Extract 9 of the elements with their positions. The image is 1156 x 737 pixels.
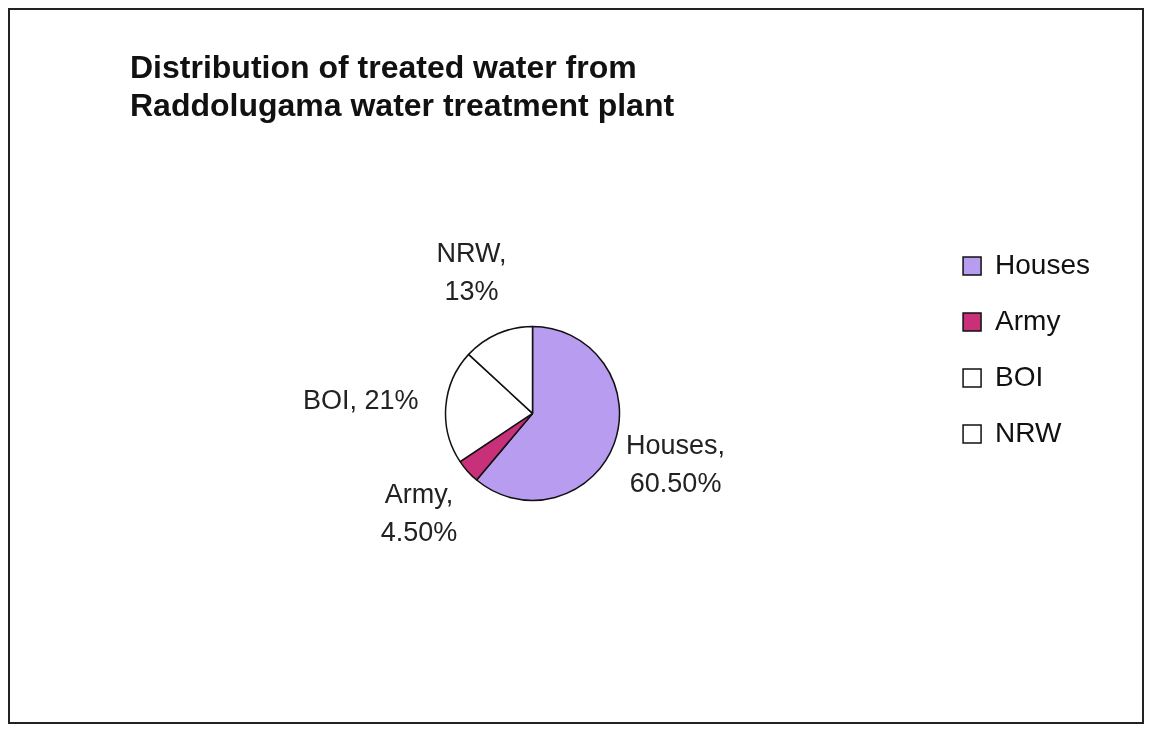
data-label: Army, 4.50% <box>380 479 458 548</box>
legend-label: Houses <box>995 248 1090 280</box>
chart-title: Distribution of treated water from Raddolugama water treatment plant <box>130 49 675 124</box>
legend-label: NRW <box>995 416 1062 448</box>
legend-label: Army <box>995 304 1061 336</box>
data-label: BOI, 21% <box>302 384 419 415</box>
legend-label: BOI <box>995 360 1044 392</box>
data-label: Houses, 60.50% <box>626 429 726 498</box>
data-label: NRW, 13% <box>436 238 507 307</box>
